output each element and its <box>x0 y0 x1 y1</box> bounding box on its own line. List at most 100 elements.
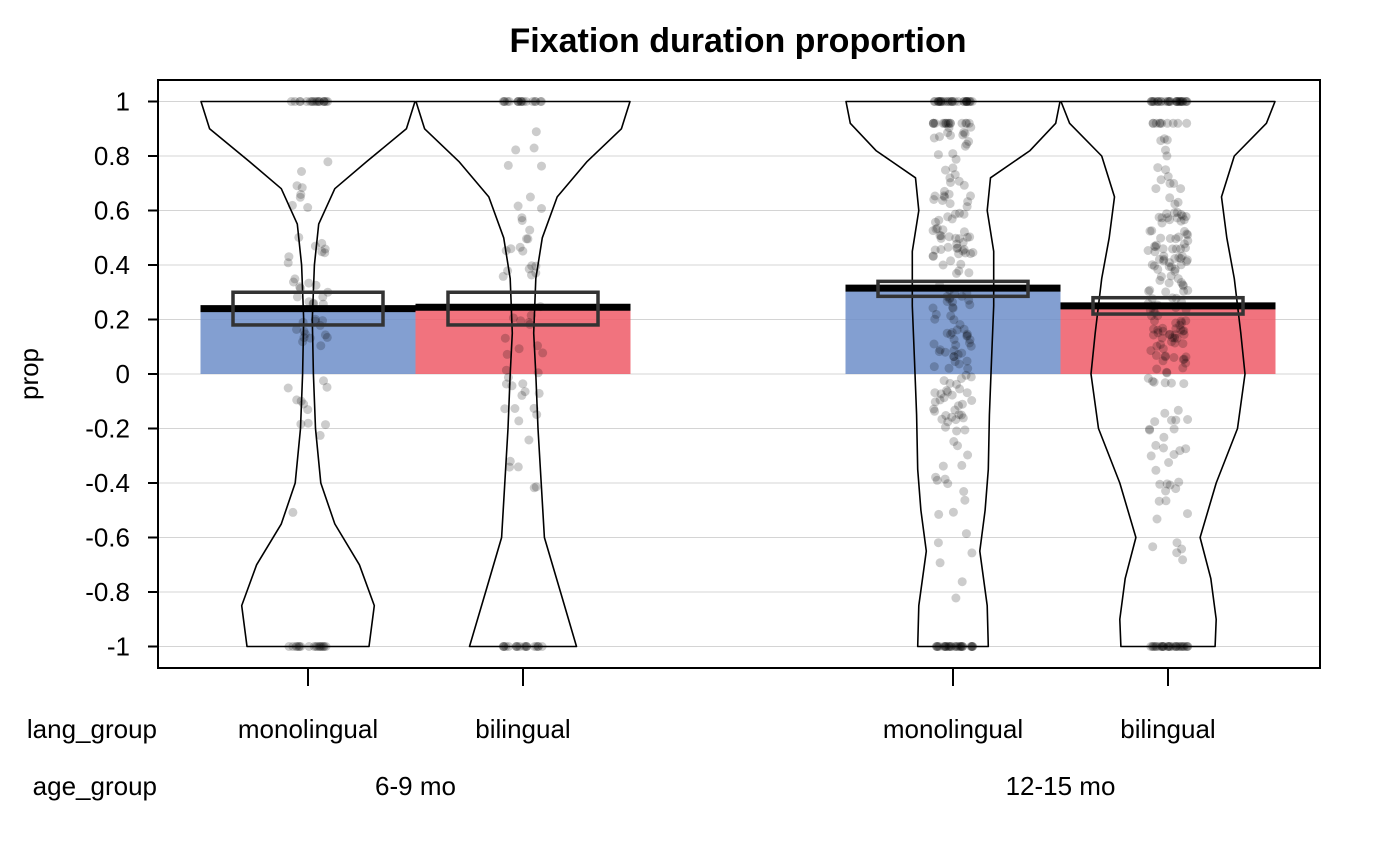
raw-point <box>951 594 960 603</box>
raw-point <box>1183 286 1192 295</box>
raw-point <box>929 226 938 235</box>
raw-point <box>962 529 971 538</box>
raw-point <box>296 97 305 106</box>
raw-point <box>311 242 320 251</box>
raw-point <box>503 350 512 359</box>
y-tick-label: -0.2 <box>85 414 130 444</box>
raw-point <box>537 162 546 171</box>
raw-point <box>1161 146 1170 155</box>
raw-point <box>953 441 962 450</box>
raw-point <box>311 642 320 651</box>
raw-point <box>949 315 958 324</box>
raw-point <box>311 315 320 324</box>
raw-point <box>953 325 962 334</box>
raw-point <box>1169 119 1178 128</box>
raw-point <box>965 300 974 309</box>
raw-point <box>1164 458 1173 467</box>
raw-point <box>515 344 524 353</box>
raw-point <box>527 271 536 280</box>
raw-point <box>1172 97 1181 106</box>
raw-point <box>960 426 969 435</box>
raw-point <box>943 479 952 488</box>
raw-point <box>535 389 544 398</box>
raw-point <box>537 204 546 213</box>
raw-point <box>950 335 959 344</box>
raw-point <box>504 373 513 382</box>
raw-point <box>931 473 940 482</box>
raw-point <box>503 97 512 106</box>
raw-point <box>963 197 972 206</box>
raw-point <box>966 123 975 132</box>
raw-point <box>1157 175 1166 184</box>
raw-point <box>1170 254 1179 263</box>
raw-point <box>1168 333 1177 342</box>
raw-point <box>1178 555 1187 564</box>
raw-point <box>525 226 534 235</box>
raw-point <box>301 330 310 339</box>
y-tick-label: 1 <box>116 87 130 117</box>
raw-point <box>514 416 523 425</box>
raw-point <box>1167 379 1176 388</box>
raw-point <box>957 374 966 383</box>
raw-point <box>1159 444 1168 453</box>
raw-point <box>1177 278 1186 287</box>
raw-point <box>296 642 305 651</box>
raw-point <box>1146 642 1155 651</box>
raw-point <box>510 404 519 413</box>
raw-point <box>287 97 296 106</box>
raw-point <box>316 431 325 440</box>
raw-point <box>1174 406 1183 415</box>
raw-point <box>1150 242 1159 251</box>
raw-point <box>534 368 543 377</box>
raw-point <box>936 558 945 567</box>
raw-point <box>536 97 545 106</box>
raw-point <box>508 381 517 390</box>
raw-point <box>1152 365 1161 374</box>
raw-point <box>530 144 539 153</box>
raw-point <box>538 348 547 357</box>
raw-point <box>1153 515 1162 524</box>
raw-point <box>1167 416 1176 425</box>
raw-point <box>929 252 938 261</box>
raw-point <box>959 238 968 247</box>
x-factor-name-age-group: age_group <box>33 771 157 801</box>
raw-point <box>516 243 525 252</box>
raw-point <box>930 362 939 371</box>
raw-point <box>1163 479 1172 488</box>
raw-point <box>1166 642 1175 651</box>
raw-point <box>1179 379 1188 388</box>
raw-point <box>518 379 527 388</box>
raw-point <box>929 119 938 128</box>
y-tick-label: 0.6 <box>94 196 130 226</box>
raw-point <box>1150 262 1159 271</box>
x-tick-label-lang-group: bilingual <box>475 714 570 744</box>
raw-point <box>1147 226 1156 235</box>
raw-point <box>943 329 952 338</box>
raw-point <box>949 304 958 313</box>
raw-point <box>321 245 330 254</box>
raw-point <box>533 341 542 350</box>
raw-point <box>289 278 298 287</box>
raw-point <box>946 97 955 106</box>
raw-point <box>1155 213 1164 222</box>
x-tick-label-lang-group: monolingual <box>238 714 378 744</box>
raw-point <box>532 482 541 491</box>
y-tick-label: -1 <box>107 632 130 662</box>
raw-point <box>323 383 332 392</box>
raw-point <box>1165 193 1174 202</box>
raw-point <box>502 246 511 255</box>
raw-point <box>1161 165 1170 174</box>
raw-point <box>297 167 306 176</box>
raw-point <box>1163 97 1172 106</box>
raw-point <box>1183 415 1192 424</box>
raw-point <box>303 405 312 414</box>
raw-point <box>1152 342 1161 351</box>
raw-point <box>1145 426 1154 435</box>
raw-point <box>1151 441 1160 450</box>
x-tick-label-lang-group: bilingual <box>1120 714 1215 744</box>
raw-point <box>1157 272 1166 281</box>
raw-point <box>960 496 969 505</box>
raw-point <box>930 340 939 349</box>
raw-point <box>296 420 305 429</box>
raw-point <box>931 192 940 201</box>
